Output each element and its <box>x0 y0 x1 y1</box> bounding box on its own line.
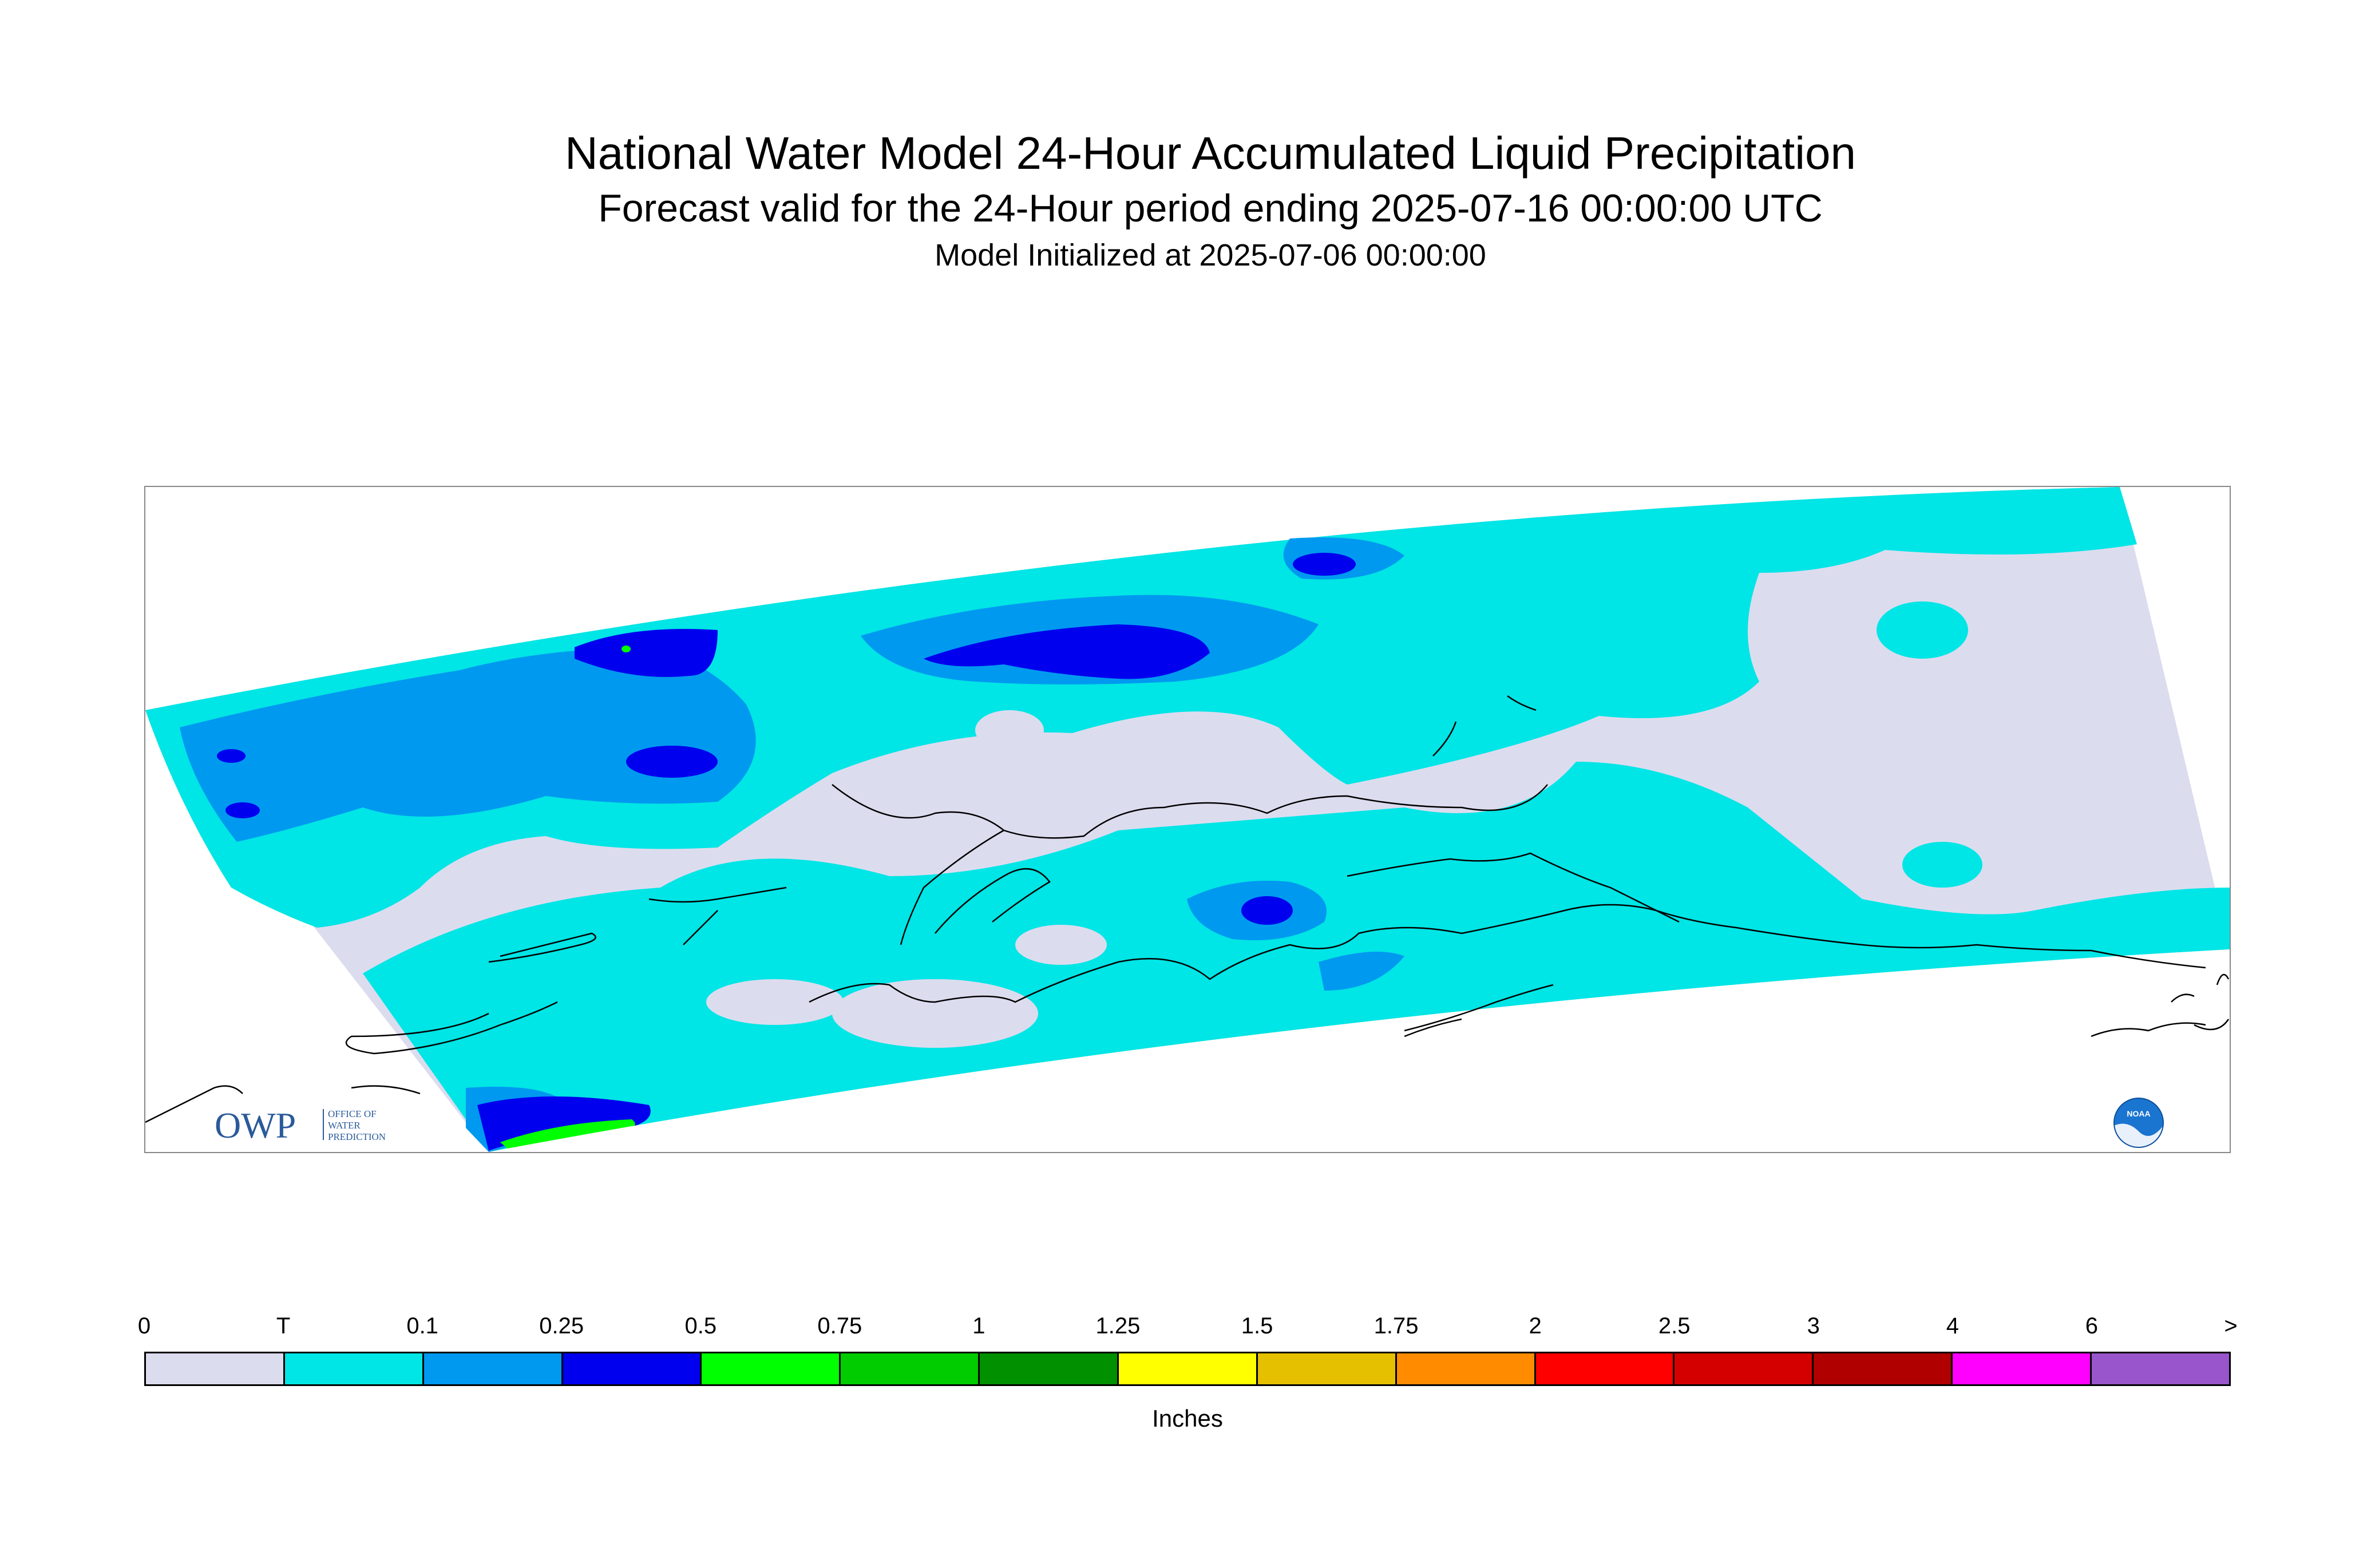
zero-precip-area <box>1015 925 1107 965</box>
owp-logo: OWP OFFICE OF WATER PREDICTION <box>215 1105 386 1145</box>
colorbar-tick-label: 0.1 <box>406 1313 438 1339</box>
colorbar-swatch <box>563 1353 702 1384</box>
p025-precip-area <box>217 749 246 763</box>
coastline <box>145 695 2230 1123</box>
trace-precip-area <box>1877 601 1968 659</box>
colorbar-tick-label: 1.5 <box>1241 1313 1273 1339</box>
colorbar-swatch <box>423 1353 563 1384</box>
colorbar <box>144 1352 2231 1386</box>
colorbar-swatch <box>1119 1353 1258 1384</box>
colorbar-swatch <box>1675 1353 1814 1384</box>
colorbar-swatch <box>1535 1353 1675 1384</box>
colorbar-swatch <box>1257 1353 1397 1384</box>
colorbar-tick-label: 3 <box>1807 1313 1820 1339</box>
colorbar-tick-label: > <box>2224 1313 2238 1339</box>
colorbar-tick-label: T <box>276 1313 291 1339</box>
precipitation-map <box>144 486 2231 1153</box>
colorbar-tick-label: 6 <box>2085 1313 2099 1339</box>
zero-precip-area <box>832 979 1038 1048</box>
p01-precip-area <box>1319 952 1404 991</box>
colorbar-units: Inches <box>1152 1405 1223 1432</box>
colorbar-tick-label: 1.75 <box>1373 1313 1419 1339</box>
owp-logo-line2: WATER <box>328 1120 361 1131</box>
zero-precip-area <box>975 710 1044 750</box>
trace-precip-area <box>363 762 2230 1152</box>
model-init-text: Model Initialized at 2025-07-06 00:00:00 <box>935 238 1486 272</box>
colorbar-tick-label: 0.25 <box>539 1313 584 1339</box>
p05-precip-area <box>622 646 631 652</box>
owp-logo-mark: OWP <box>215 1105 296 1145</box>
colorbar-swatch <box>980 1353 1119 1384</box>
colorbar-tick-label: 1.25 <box>1095 1313 1141 1339</box>
colorbar-tick-label: 0 <box>137 1313 151 1339</box>
zero-precip-area <box>706 979 844 1025</box>
colorbar-swatch <box>702 1353 841 1384</box>
owp-logo-line3: PREDICTION <box>328 1131 386 1142</box>
p025-precip-area <box>1293 553 1356 576</box>
colorbar-swatch <box>284 1353 424 1384</box>
colorbar-tick-label: 0.75 <box>817 1313 862 1339</box>
colorbar-swatch <box>2092 1353 2229 1384</box>
p025-precip-area <box>575 629 718 677</box>
map-subtitle: Forecast valid for the 24-Hour period en… <box>598 187 1823 230</box>
map-canvas <box>145 487 2230 1152</box>
colorbar-tick-label: 0.5 <box>684 1313 717 1339</box>
trace-precip-area <box>145 487 2137 928</box>
colorbar-swatch <box>1814 1353 1953 1384</box>
owp-logo-line1: OFFICE OF <box>328 1108 377 1119</box>
noaa-logo: NOAA <box>2113 1098 2164 1149</box>
colorbar-tick-label: 2 <box>1529 1313 1542 1339</box>
p025-precip-area <box>626 746 718 778</box>
colorbar-swatch <box>146 1353 285 1384</box>
p025-precip-area <box>225 802 260 818</box>
trace-precip-area <box>1902 842 1982 888</box>
p025-precip-area <box>1241 896 1293 925</box>
colorbar-swatch <box>1953 1353 2092 1384</box>
colorbar-tick-label: 4 <box>1946 1313 1959 1339</box>
colorbar-swatch <box>841 1353 980 1384</box>
map-title: National Water Model 24-Hour Accumulated… <box>565 128 1856 179</box>
outside-domain <box>489 949 2230 1152</box>
colorbar-tick-label: 2.5 <box>1658 1313 1691 1339</box>
colorbar-swatch <box>1396 1353 1536 1384</box>
p025-precip-area <box>924 624 1210 679</box>
colorbar-tick-label: 1 <box>972 1313 985 1339</box>
p01-precip-area <box>180 647 756 842</box>
noaa-logo-mark: NOAA <box>2127 1109 2150 1118</box>
